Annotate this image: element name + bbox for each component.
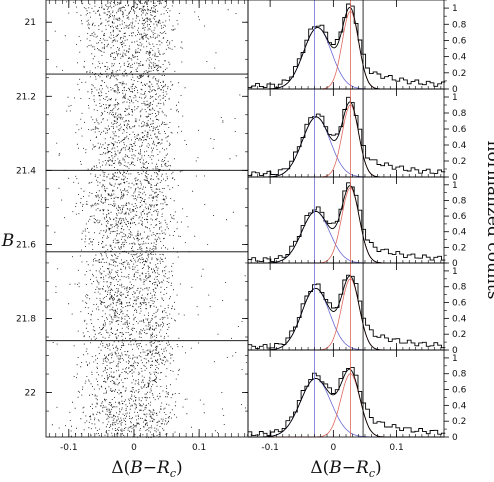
y-tick-label: 22 [25,389,36,399]
y-tick-label: 0.2 [452,243,466,253]
left-scatter-panel: 21 21.2 21.4 21.6 21.8 22 -0.1 0 0.1 [16,0,249,453]
right-ylabel: normalized counts [483,141,494,300]
x-tick-label: 0.1 [389,443,403,453]
y-tick-label: 0.4 [452,53,467,63]
left-ylabel: B [1,231,15,251]
right-xlabel: Δ(B−Rc) [310,458,381,480]
y-tick-label: 0.8 [452,196,467,206]
y-tick-label: 21 [25,18,36,28]
red-gaussian-curve [248,11,444,90]
left-panel-frame [45,0,249,438]
y-tick-label: 1 [452,354,458,364]
y-tick-label: 21.6 [16,240,36,250]
histogram-panel: 0 0.2 0.4 0.6 0.8 1 [247,0,467,95]
y-tick-label: 1 [452,4,458,14]
histogram-steps [248,3,446,88]
y-tick-label: 0 [452,346,458,356]
x-tick-label: -0.1 [261,443,279,453]
y-tick-label: 0.2 [452,417,466,427]
y-tick-label: 0.6 [452,386,467,396]
y-tick-label: 1 [452,267,458,277]
y-tick-label: 0.2 [452,157,466,167]
y-tick-label: 0.4 [452,228,467,238]
y-tick-label: 0 [452,85,458,95]
histogram-panel: 0 0.2 0.4 0.6 0.8 1 [247,176,467,269]
y-tick-label: 21.8 [16,314,36,324]
scatter-point [51,0,248,438]
histogram-steps [248,366,446,436]
y-tick-label: 1 [452,93,458,103]
x-tick-label: 0.1 [192,443,206,453]
scatter-points [51,0,248,438]
left-bin-separators [46,73,248,342]
panel-frame [247,262,445,351]
y-tick-label: 0.8 [452,20,467,30]
y-tick-label: 0 [452,259,458,269]
blue-gaussian-curve [248,378,444,438]
panel-frame [247,176,445,264]
x-tick-label: 0 [131,443,137,453]
histogram-steps [248,96,446,176]
y-tick-label: 0.6 [452,36,467,46]
x-tick-label: -0.1 [60,443,78,453]
y-tick-label: 0.4 [452,401,467,411]
y-tick-label: 21.2 [16,92,36,102]
y-tick-label: 0.2 [452,330,466,340]
histogram-panel: 0 0.2 0.4 0.6 0.8 1 [247,88,467,183]
x-tick-label: 0 [330,443,336,453]
red-gaussian-curve [248,104,444,178]
histogram-panel: 0 0.2 0.4 0.6 0.8 1 [247,262,467,356]
left-ticks: 21 21.2 21.4 21.6 21.8 22 -0.1 0 0.1 [16,0,248,453]
y-tick-label: 0.4 [452,141,467,151]
panel-frame [247,88,445,178]
y-tick-label: 0.6 [452,299,467,309]
y-tick-label: 0.8 [452,370,467,380]
y-tick-label: 0 [452,433,458,443]
blue-gaussian-curve [248,287,444,351]
total-fit-curve [248,6,444,90]
red-gaussian-curve [248,373,444,438]
y-tick-label: 0.8 [452,109,467,119]
histogram-steps [248,182,446,262]
y-tick-label: 0 [452,173,458,183]
red-gaussian-curve [248,278,444,351]
y-tick-label: 0.6 [452,212,467,222]
y-tick-label: 21.4 [16,166,36,176]
right-histogram-panels: 00.20.40.60.8100.20.40.60.8100.20.40.60.… [247,0,467,453]
y-tick-label: 0.4 [452,314,467,324]
total-fit-curve [248,101,444,178]
y-tick-label: 1 [452,181,458,191]
y-tick-label: 0.8 [452,283,467,293]
histogram-panel: 0 0.2 0.4 0.6 0.8 1 [247,349,467,443]
y-tick-label: 0.2 [452,69,466,79]
red-gaussian-curve [248,187,444,264]
y-tick-label: 0.6 [452,125,467,135]
left-xlabel: Δ(B−Rc) [111,458,182,480]
panel-frame [247,349,445,438]
